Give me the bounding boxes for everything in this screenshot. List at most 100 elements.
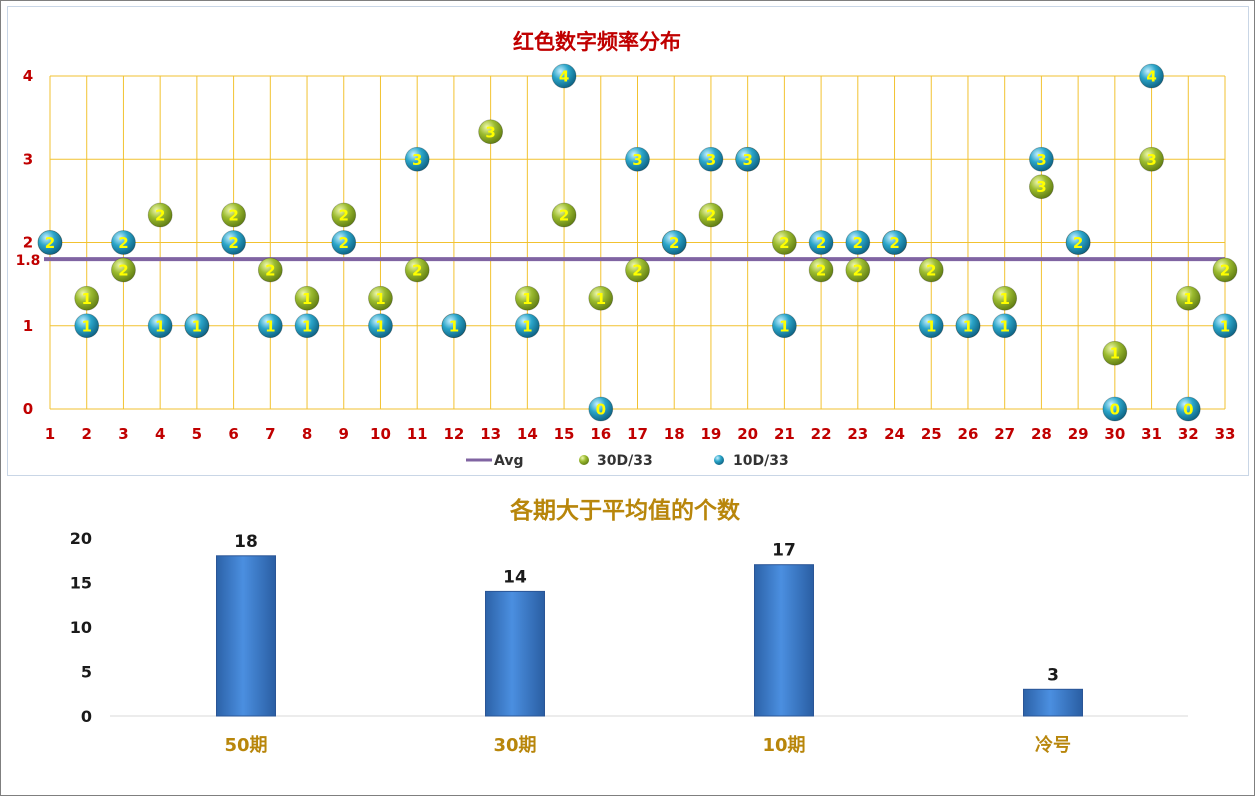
- series-2-data-label: 2: [669, 234, 679, 252]
- series-1-point: [294, 285, 320, 311]
- series-2-data-label: 2: [889, 234, 899, 252]
- legend-30d-swatch: [579, 455, 589, 465]
- series-2-point: [698, 146, 724, 172]
- series-1-point: [992, 285, 1018, 311]
- series-1-point: [625, 257, 650, 283]
- series-2-point: [771, 313, 797, 339]
- series-1-data-label: 2: [412, 261, 422, 279]
- bar-marks: 18 14 17 3: [216, 532, 1083, 717]
- x-tick-label: 33: [1215, 425, 1236, 443]
- x-tick-label: 8: [302, 425, 312, 443]
- series-2-point: [735, 146, 761, 172]
- x-tick-label: 16: [590, 425, 611, 443]
- series-1-point: [478, 119, 504, 145]
- x-tick-label: 23: [847, 425, 868, 443]
- bar-y-tick-label: 20: [70, 529, 92, 548]
- x-tick-label: 13: [480, 425, 501, 443]
- x-tick-label: 6: [228, 425, 238, 443]
- series-1-point: [74, 285, 100, 311]
- x-tick-label: 15: [554, 425, 575, 443]
- bar: [1023, 688, 1083, 717]
- series-2-point: [1102, 396, 1128, 422]
- scatter-chart-title: 红色数字频率分布: [513, 30, 681, 54]
- x-tick-label: 11: [407, 425, 428, 443]
- bar-category-label: 10期: [762, 735, 805, 756]
- series-2-point: [845, 230, 871, 255]
- series-1-data-label: 1: [1110, 345, 1120, 363]
- series-1-point: [771, 230, 797, 255]
- x-tick-label: 28: [1031, 425, 1052, 443]
- legend-10d-swatch: [714, 455, 724, 465]
- y-tick-label: 0: [23, 400, 33, 418]
- bar-y-tick-label: 15: [70, 574, 92, 593]
- bar-category-label: 30期: [493, 735, 536, 756]
- series-1-data-label: 1: [999, 290, 1009, 308]
- series-2-data-label: 1: [265, 317, 275, 335]
- series-2-data-label: 4: [1146, 68, 1156, 86]
- series-1-data-label: 2: [339, 207, 349, 225]
- x-tick-label: 4: [155, 425, 165, 443]
- bar-value-label: 14: [503, 567, 527, 587]
- series-2-point: [588, 396, 614, 422]
- x-tick-label: 1: [45, 425, 55, 443]
- series-1-point: [1102, 340, 1128, 366]
- series-2-point: [294, 313, 320, 339]
- series-1-point: [257, 257, 283, 283]
- series-2-point: [331, 230, 357, 255]
- series-2-point: [37, 230, 63, 255]
- series-2-data-label: 0: [1183, 401, 1193, 419]
- bar: [485, 590, 545, 717]
- series-1-point: [368, 285, 393, 311]
- x-tick-label: 26: [958, 425, 979, 443]
- series-1-point: [808, 257, 834, 283]
- series-1-point: [111, 257, 136, 283]
- series-2-data-label: 1: [82, 317, 92, 335]
- series-2-data-label: 2: [1073, 234, 1083, 252]
- bar-y-tick-label: 5: [81, 663, 92, 682]
- series-2-point: [1212, 313, 1238, 339]
- series-2-data-label: 1: [926, 317, 936, 335]
- series-2-data-label: 1: [999, 317, 1009, 335]
- series-2-point: [882, 230, 907, 255]
- x-tick-label: 27: [994, 425, 1015, 443]
- bar-x-axis-ticks: 50期 30期 10期 冷号: [224, 734, 1071, 756]
- x-tick-label: 24: [884, 425, 905, 443]
- x-tick-label: 3: [118, 425, 128, 443]
- scatter-chart-panel: [7, 6, 1249, 476]
- series-2-data-label: 1: [155, 317, 165, 335]
- series-1-point: [588, 285, 614, 311]
- series-2-data-label: 3: [632, 151, 642, 169]
- series-2-data-label: 3: [742, 151, 752, 169]
- y-tick-label: 4: [23, 67, 33, 85]
- series-1-data-label: 2: [228, 207, 238, 225]
- x-tick-label: 5: [192, 425, 202, 443]
- series-2-point: [368, 313, 393, 339]
- bar-category-label: 冷号: [1035, 734, 1071, 756]
- series-1-data-label: 2: [926, 261, 936, 279]
- series-1-data-label: 1: [375, 290, 385, 308]
- x-tick-label: 32: [1178, 425, 1199, 443]
- series-2-data-label: 1: [375, 317, 385, 335]
- scatter-points: 2 1 2 2 1 2 2 1 2 1 2 1 3 1 2 1 2 2 2 3 2 2 2 2 2 1 1 3 2 1 3 1 2 2 1 2 1 1 2 1…: [37, 63, 1238, 422]
- series-1-data-label: 2: [632, 261, 642, 279]
- series-1-point: [845, 257, 871, 283]
- y-tick-label: 1: [23, 317, 33, 335]
- x-tick-label: 17: [627, 425, 648, 443]
- series-1-data-label: 2: [853, 261, 863, 279]
- series-2-point: [221, 230, 246, 255]
- series-1-point: [404, 257, 430, 283]
- x-tick-label: 29: [1068, 425, 1089, 443]
- series-2-point: [257, 313, 283, 339]
- series-1-point: [1212, 257, 1238, 283]
- series-2-data-label: 1: [1220, 317, 1230, 335]
- series-1-data-label: 2: [155, 207, 165, 225]
- series-2-data-label: 1: [302, 317, 312, 335]
- series-2-data-label: 1: [522, 317, 532, 335]
- x-tick-label: 14: [517, 425, 538, 443]
- series-1-data-label: 1: [1183, 290, 1193, 308]
- series-2-data-label: 3: [412, 151, 422, 169]
- bar-value-label: 18: [234, 532, 258, 552]
- scatter-x-axis-ticks: 1 2 3 4 5 6 7 8 9 10 11 12 13 14 15 16 17 18 19 20 21 22 23 24 2…: [45, 425, 1236, 443]
- x-tick-label: 9: [339, 425, 349, 443]
- series-2-point: [184, 313, 210, 339]
